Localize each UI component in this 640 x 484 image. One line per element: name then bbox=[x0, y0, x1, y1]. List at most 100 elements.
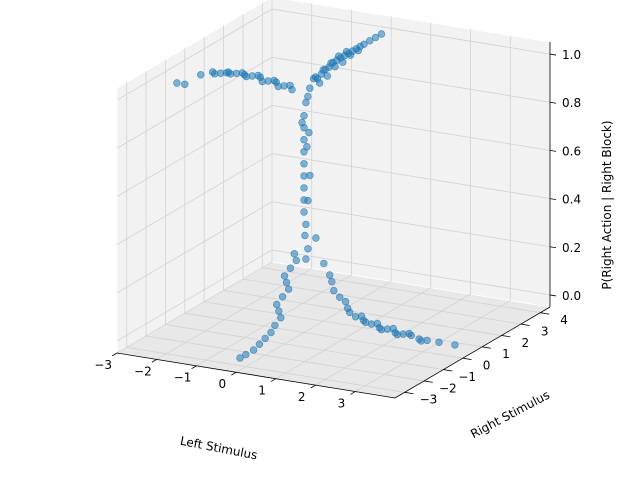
z-grid-line bbox=[116, 104, 551, 197]
x-tick-mark bbox=[151, 359, 157, 363]
data-point bbox=[280, 272, 289, 280]
data-point bbox=[309, 74, 318, 83]
x-tick-mark bbox=[270, 378, 277, 382]
data-point bbox=[300, 172, 308, 180]
data-point bbox=[286, 264, 295, 272]
y-tick-mark bbox=[540, 312, 550, 315]
data-point bbox=[300, 208, 308, 216]
x-tick-mark bbox=[111, 352, 118, 357]
y-grid-line bbox=[261, 2, 541, 314]
y-tick-mark bbox=[501, 335, 511, 338]
data-points bbox=[173, 30, 459, 362]
data-point bbox=[210, 69, 219, 78]
x-grid-line bbox=[196, 9, 352, 367]
data-point bbox=[282, 278, 291, 287]
y-grid-line bbox=[223, 25, 502, 336]
y-tick-label: 1 bbox=[502, 347, 510, 361]
z-tick-mark bbox=[549, 246, 557, 249]
y-grid-line bbox=[184, 48, 463, 359]
data-point bbox=[274, 82, 282, 91]
data-point bbox=[321, 65, 329, 74]
x-grid-line bbox=[315, 29, 471, 386]
z-tick-label: 0.2 bbox=[562, 241, 581, 255]
data-point bbox=[341, 297, 350, 306]
data-point bbox=[336, 293, 344, 301]
x-tick-label: 2 bbox=[298, 390, 306, 404]
z-tick-label: 0.6 bbox=[562, 144, 581, 158]
data-point bbox=[242, 350, 250, 359]
x-tick-mark bbox=[310, 384, 316, 389]
data-point bbox=[249, 346, 258, 354]
data-point bbox=[292, 256, 300, 265]
data-point bbox=[361, 318, 370, 326]
data-point bbox=[435, 338, 443, 346]
data-point bbox=[377, 30, 386, 38]
data-point bbox=[306, 84, 314, 92]
y-axis-label: Right Stimulus bbox=[468, 388, 552, 441]
x-grid-line bbox=[235, 16, 392, 373]
data-point bbox=[451, 341, 459, 349]
x-tick-label: 3 bbox=[338, 396, 346, 410]
data-point bbox=[300, 136, 308, 144]
z-tick-mark bbox=[549, 53, 557, 56]
y-grid-line bbox=[242, 14, 522, 325]
axis-panes bbox=[115, 0, 552, 399]
data-point bbox=[371, 33, 380, 42]
data-point bbox=[288, 85, 296, 94]
z-grid-line bbox=[116, 8, 551, 101]
data-point bbox=[278, 293, 287, 301]
x-axis-line bbox=[116, 352, 396, 399]
y-tick-mark bbox=[423, 380, 433, 383]
x-tick-mark bbox=[191, 365, 197, 370]
data-point bbox=[300, 160, 308, 168]
y-axis-line bbox=[394, 306, 551, 399]
data-point bbox=[417, 337, 425, 345]
back-pane bbox=[271, 0, 551, 308]
data-point bbox=[277, 314, 285, 322]
data-point bbox=[302, 98, 310, 107]
data-point bbox=[312, 234, 320, 242]
data-point bbox=[393, 330, 401, 339]
x-tick-label: −2 bbox=[134, 364, 152, 378]
data-point bbox=[366, 37, 374, 45]
data-point bbox=[173, 79, 181, 87]
data-point bbox=[300, 148, 308, 156]
x-tick-label: −3 bbox=[94, 358, 112, 372]
x-tick-label: −1 bbox=[174, 371, 192, 385]
data-point bbox=[302, 220, 310, 229]
data-point bbox=[255, 340, 264, 348]
data-point bbox=[320, 259, 328, 268]
data-point bbox=[284, 285, 293, 293]
data-point bbox=[261, 334, 269, 343]
data-point bbox=[317, 70, 326, 78]
data-point bbox=[290, 250, 298, 258]
y-grid-line bbox=[145, 70, 425, 382]
z-tick-label: 1.0 bbox=[562, 48, 581, 62]
y-tick-mark bbox=[443, 369, 453, 372]
grid-lines bbox=[116, 0, 551, 393]
data-point bbox=[351, 313, 360, 321]
data-point bbox=[300, 184, 308, 192]
data-point bbox=[242, 72, 251, 81]
data-point bbox=[346, 308, 354, 317]
y-tick-label: 4 bbox=[560, 313, 568, 327]
x-grid-line bbox=[156, 3, 313, 360]
data-point bbox=[407, 331, 415, 340]
data-point bbox=[330, 286, 338, 295]
data-point bbox=[267, 328, 275, 337]
data-point bbox=[328, 277, 336, 286]
data-point bbox=[377, 325, 386, 334]
z-grid-line bbox=[116, 56, 551, 149]
y-tick-label: −3 bbox=[420, 393, 438, 407]
y-tick-mark bbox=[404, 391, 414, 395]
y-tick-mark bbox=[482, 346, 491, 349]
y-tick-label: 2 bbox=[521, 336, 529, 350]
y-grid-line bbox=[165, 59, 444, 370]
data-point bbox=[181, 80, 189, 89]
x-axis-label: Left Stimulus bbox=[179, 434, 259, 463]
z-grid-line bbox=[116, 153, 551, 245]
data-point bbox=[304, 196, 312, 205]
data-point bbox=[305, 128, 313, 137]
